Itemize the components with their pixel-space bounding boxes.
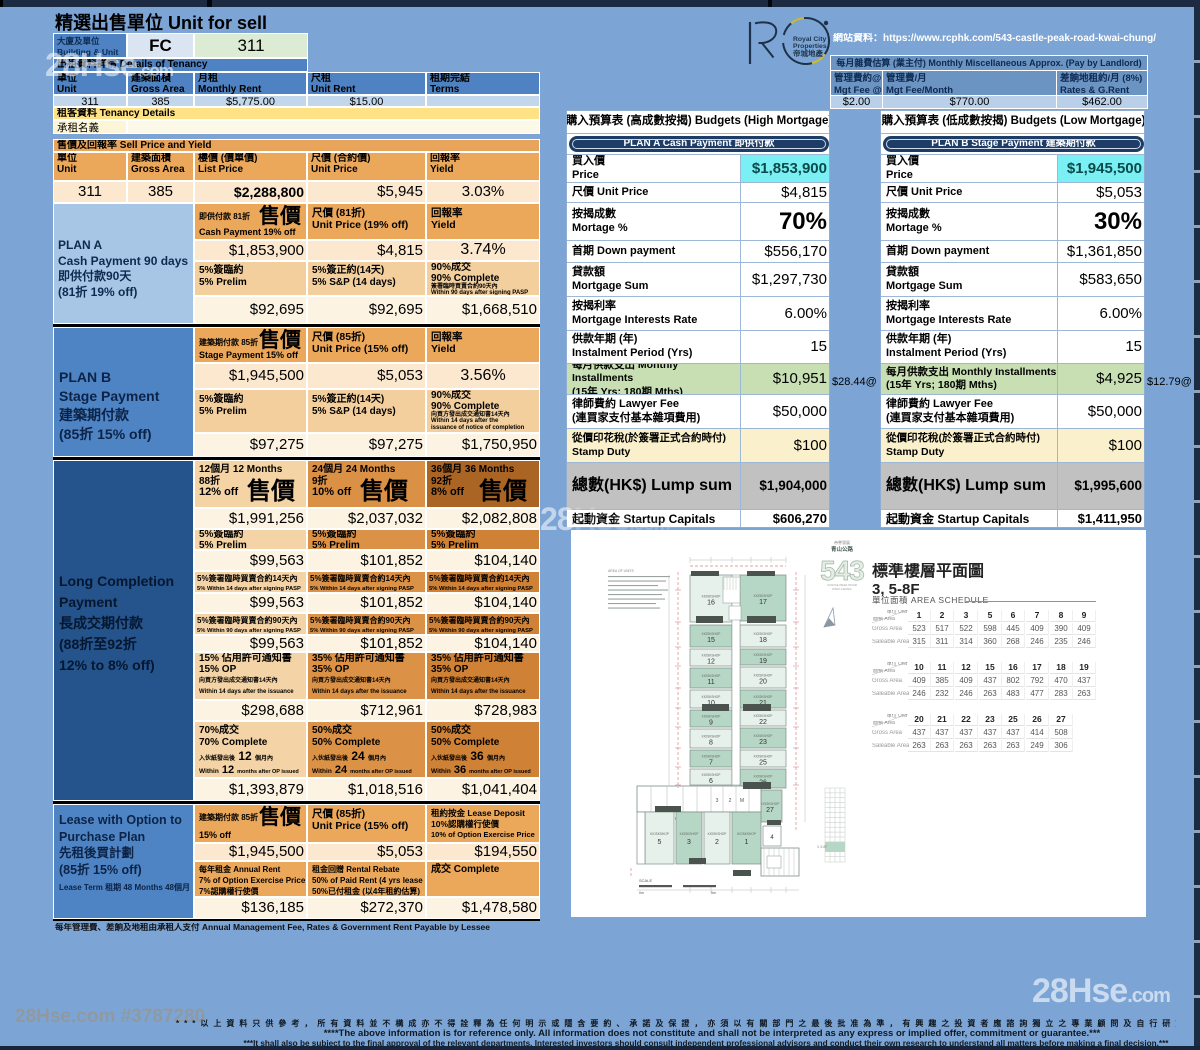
svg-text:16: 16 (707, 600, 715, 607)
svg-text:KIOSKSHOP: KIOSKSHOP (754, 695, 773, 699)
svg-text:23: 23 (759, 739, 767, 746)
svg-text:2: 2 (715, 839, 719, 846)
svg-text:3: 3 (716, 798, 719, 804)
svg-text:3: 3 (687, 839, 691, 846)
svg-text:27: 27 (766, 807, 774, 814)
svg-text:5: 5 (658, 839, 662, 846)
svg-text:KIOSKSHOP: KIOSKSHOP (702, 695, 721, 699)
svg-text:KIOSKSHOP: KIOSKSHOP (754, 653, 773, 657)
svg-text:12: 12 (707, 659, 715, 666)
svg-text:22: 22 (759, 719, 767, 726)
svg-text:帝城地產: 帝城地產 (793, 48, 823, 58)
svg-text:KIOSKSHOP: KIOSKSHOP (754, 775, 773, 779)
svg-text:7: 7 (709, 760, 713, 767)
svg-text:18: 18 (759, 637, 767, 644)
svg-text:4: 4 (770, 835, 774, 841)
svg-text:帝譽發展: 帝譽發展 (834, 539, 850, 545)
svg-text:KIOSKSHOP: KIOSKSHOP (702, 595, 721, 599)
svg-text:1: 1 (745, 839, 749, 846)
svg-text:15: 15 (707, 637, 715, 644)
svg-text:KIOSKSHOP: KIOSKSHOP (754, 632, 773, 636)
svg-text:9: 9 (709, 720, 713, 727)
svg-text:KIOSKSHOP: KIOSKSHOP (761, 802, 780, 806)
svg-text:KIOSKSHOP: KIOSKSHOP (702, 632, 721, 636)
svg-text:21: 21 (759, 700, 767, 707)
svg-text:6: 6 (709, 778, 713, 785)
svg-text:KIOSKSHOP: KIOSKSHOP (702, 735, 721, 739)
svg-text:SCALE: SCALE (639, 878, 652, 883)
svg-text:CASTLE PEAK ROAD: CASTLE PEAK ROAD (827, 583, 858, 587)
svg-text:KWAI CHUNG: KWAI CHUNG (832, 587, 852, 591)
svg-text:17: 17 (759, 599, 767, 606)
svg-text:20: 20 (759, 679, 767, 686)
svg-text:Properties: Properties (793, 43, 827, 50)
svg-text:KIOSKSHOP: KIOSKSHOP (754, 674, 773, 678)
svg-text:543: 543 (820, 555, 864, 586)
svg-text:KIOSKSHOP: KIOSKSHOP (708, 832, 727, 836)
svg-text:8: 8 (709, 740, 713, 747)
svg-text:KIOSKSHOP: KIOSKSHOP (754, 734, 773, 738)
svg-text:KIOSKSHOP: KIOSKSHOP (754, 594, 773, 598)
svg-text:KIOSKSHOP: KIOSKSHOP (754, 714, 773, 718)
svg-text:25: 25 (759, 760, 767, 767)
svg-text:2: 2 (729, 798, 732, 804)
svg-text:3, 5-8F: 3, 5-8F (817, 845, 827, 849)
svg-text:KIOSKSHOP: KIOSKSHOP (680, 832, 699, 836)
svg-text:0m: 0m (639, 891, 644, 895)
svg-text:KIOSKSHOP: KIOSKSHOP (702, 654, 721, 658)
svg-text:KIOSKSHOP: KIOSKSHOP (702, 773, 721, 777)
svg-text:KIOSKSHOP: KIOSKSHOP (702, 755, 721, 759)
svg-text:10: 10 (707, 700, 715, 707)
svg-text:青山公路: 青山公路 (831, 545, 854, 553)
svg-text:11: 11 (707, 679, 714, 686)
svg-text:KIOSKSHOP: KIOSKSHOP (650, 832, 669, 836)
svg-text:KIOSKSHOP: KIOSKSHOP (702, 715, 721, 719)
svg-text:AREA OF UNITS: AREA OF UNITS (608, 569, 635, 573)
svg-text:KIOSKSHOP: KIOSKSHOP (754, 755, 773, 759)
svg-text:19: 19 (759, 658, 767, 665)
svg-text:KIOSKSHOP: KIOSKSHOP (702, 674, 721, 678)
svg-text:KIOSKSHOP: KIOSKSHOP (737, 832, 756, 836)
svg-text:M: M (740, 798, 744, 804)
svg-text:Royal City: Royal City (793, 36, 826, 43)
svg-text:5m: 5m (711, 891, 716, 895)
